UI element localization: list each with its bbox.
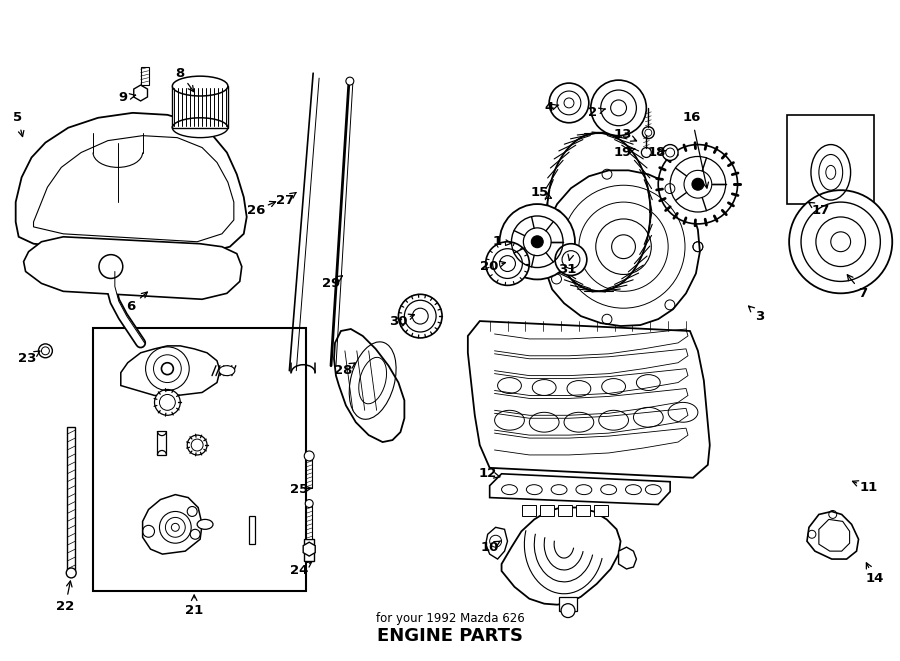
- Bar: [559, 597, 577, 611]
- Circle shape: [67, 568, 76, 578]
- Bar: [173, 86, 228, 128]
- Text: 17: 17: [812, 204, 830, 217]
- Bar: [540, 504, 554, 516]
- Circle shape: [346, 77, 354, 85]
- Ellipse shape: [197, 520, 213, 529]
- Circle shape: [658, 145, 738, 224]
- Text: 2: 2: [589, 106, 598, 120]
- Text: 23: 23: [18, 352, 37, 366]
- Text: 28: 28: [334, 364, 352, 377]
- Circle shape: [155, 389, 180, 415]
- Circle shape: [187, 435, 207, 455]
- Text: 21: 21: [185, 604, 203, 617]
- Bar: [788, 115, 875, 204]
- Text: 12: 12: [479, 467, 497, 481]
- Text: 27: 27: [276, 194, 294, 207]
- Circle shape: [39, 344, 52, 358]
- Polygon shape: [544, 171, 700, 326]
- Text: 24: 24: [290, 564, 309, 578]
- Circle shape: [486, 242, 529, 286]
- Polygon shape: [486, 527, 508, 559]
- Text: 16: 16: [683, 111, 701, 124]
- Text: 10: 10: [481, 541, 499, 554]
- Bar: [576, 504, 590, 516]
- Text: 20: 20: [481, 260, 499, 273]
- Bar: [304, 539, 314, 561]
- Polygon shape: [142, 494, 202, 554]
- Circle shape: [561, 603, 575, 617]
- Circle shape: [549, 83, 589, 123]
- Circle shape: [555, 244, 587, 276]
- Circle shape: [642, 147, 652, 157]
- Polygon shape: [334, 329, 404, 442]
- Text: 6: 6: [126, 299, 135, 313]
- Circle shape: [304, 451, 314, 461]
- Bar: [248, 516, 255, 544]
- Text: 26: 26: [248, 204, 266, 217]
- Bar: [306, 504, 312, 539]
- Text: 3: 3: [755, 309, 764, 323]
- Polygon shape: [15, 113, 247, 254]
- Circle shape: [99, 254, 122, 278]
- Text: 25: 25: [290, 483, 309, 496]
- Text: 4: 4: [544, 101, 554, 114]
- Circle shape: [531, 236, 544, 248]
- Text: 9: 9: [118, 91, 127, 104]
- Circle shape: [692, 178, 704, 190]
- Polygon shape: [468, 321, 710, 478]
- Ellipse shape: [173, 76, 228, 96]
- Text: 8: 8: [176, 67, 184, 80]
- Ellipse shape: [173, 118, 228, 137]
- Text: 30: 30: [389, 315, 408, 328]
- Circle shape: [643, 127, 654, 139]
- Circle shape: [399, 294, 442, 338]
- Text: 31: 31: [558, 263, 576, 276]
- Text: 13: 13: [614, 128, 632, 141]
- Bar: [306, 458, 312, 488]
- Bar: [93, 328, 306, 591]
- Text: 29: 29: [322, 277, 340, 290]
- Polygon shape: [618, 547, 636, 569]
- Bar: [594, 504, 608, 516]
- Text: 1: 1: [493, 235, 502, 249]
- Text: for your 1992 Mazda 626: for your 1992 Mazda 626: [375, 612, 525, 625]
- Circle shape: [305, 500, 313, 508]
- Text: ENGINE PARTS: ENGINE PARTS: [377, 627, 523, 645]
- Circle shape: [590, 80, 646, 136]
- Text: 15: 15: [530, 186, 548, 199]
- Text: 19: 19: [614, 146, 632, 159]
- Polygon shape: [807, 512, 859, 559]
- Text: 18: 18: [647, 146, 665, 159]
- Polygon shape: [303, 542, 315, 556]
- Bar: [68, 427, 76, 571]
- Bar: [558, 504, 572, 516]
- Polygon shape: [121, 346, 220, 395]
- Circle shape: [500, 204, 575, 280]
- Polygon shape: [501, 508, 621, 605]
- Bar: [522, 504, 536, 516]
- Circle shape: [789, 190, 892, 293]
- Polygon shape: [23, 237, 242, 299]
- Text: 5: 5: [14, 111, 22, 124]
- Text: 7: 7: [858, 287, 867, 300]
- Circle shape: [662, 145, 678, 161]
- Bar: [158, 431, 166, 455]
- Bar: [140, 67, 148, 85]
- Text: 11: 11: [860, 481, 878, 494]
- Polygon shape: [134, 85, 148, 101]
- Polygon shape: [490, 474, 670, 504]
- Text: 14: 14: [865, 572, 884, 586]
- Ellipse shape: [219, 366, 235, 375]
- Text: 22: 22: [56, 600, 75, 613]
